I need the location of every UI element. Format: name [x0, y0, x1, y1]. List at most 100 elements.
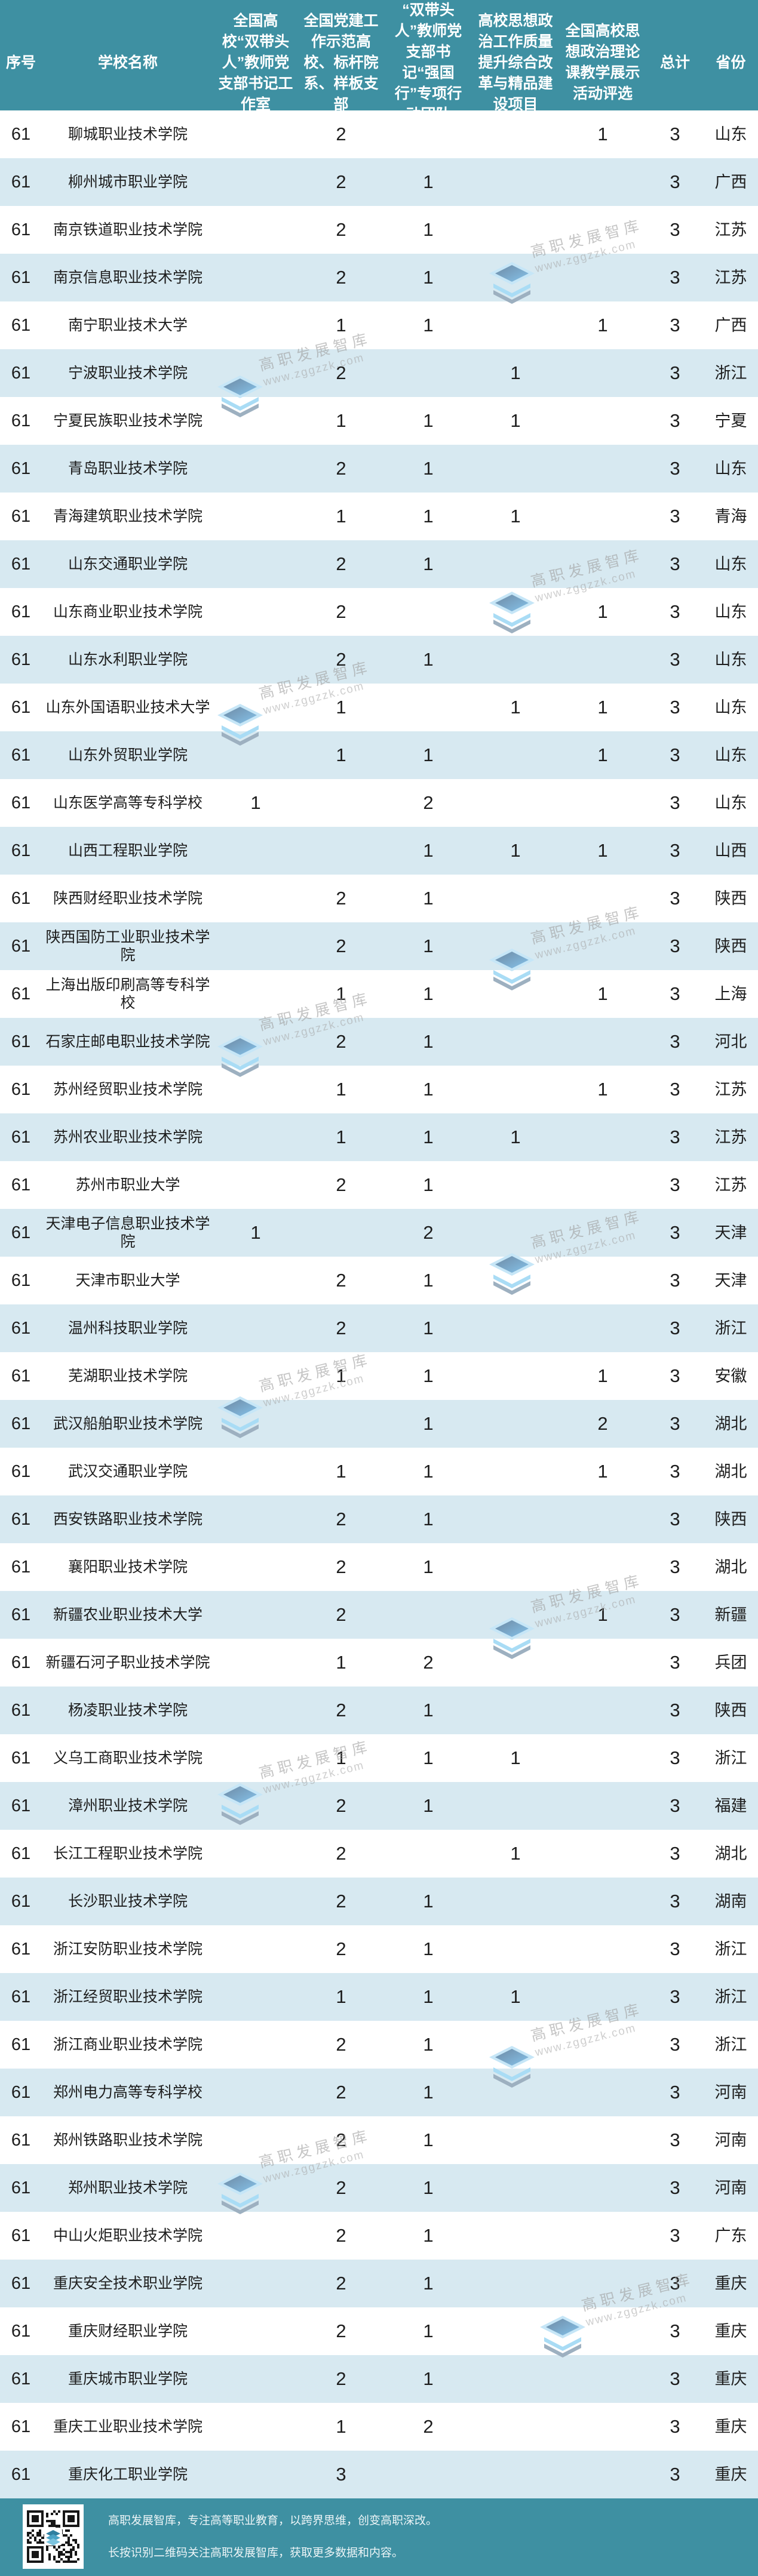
cell-party-demo: 2: [336, 362, 346, 384]
cell-name: 重庆城市职业学院: [67, 2371, 188, 2387]
cell-workstation: [214, 445, 297, 493]
cell-qiangguo-team: 1: [423, 1174, 434, 1196]
cell-qiangguo-team: [385, 2451, 472, 2498]
cell-sizheng-display: [559, 1543, 646, 1591]
cell-qiangguo-team: 1: [423, 888, 434, 909]
cell-qiangguo-team: 1: [423, 935, 434, 957]
cell-province: 兵团: [714, 1653, 747, 1672]
table-row: 61 青岛职业技术学院 2 1 3 山东: [0, 445, 758, 493]
cell-sizheng-display: [559, 1257, 646, 1304]
cell-workstation: [214, 2451, 297, 2498]
cell-seq: 61: [11, 2464, 31, 2484]
cell-total: 3: [670, 697, 680, 718]
cell-quality-project: [472, 1066, 559, 1113]
cell-province: 陕西: [714, 1510, 747, 1528]
cell-party-demo: 2: [336, 2129, 346, 2151]
cell-workstation: [214, 1257, 297, 1304]
cell-workstation: [214, 1543, 297, 1591]
cell-party-demo: 2: [336, 601, 346, 623]
cell-name: 天津市职业大学: [75, 1272, 180, 1289]
cell-workstation: [214, 1639, 297, 1686]
cell-workstation: [214, 1161, 297, 1209]
cell-party-demo: [297, 779, 385, 827]
cell-seq: 61: [11, 1461, 31, 1481]
cell-quality-project: [472, 1495, 559, 1543]
cell-name: 南京信息职业技术学院: [53, 269, 202, 286]
cell-party-demo: 1: [336, 2416, 346, 2437]
cell-seq: 61: [11, 458, 31, 478]
cell-workstation: [214, 875, 297, 922]
cell-quality-project: 1: [510, 1843, 521, 1864]
cell-party-demo: 1: [336, 697, 346, 718]
cell-qiangguo-team: 1: [423, 267, 434, 288]
cell-total: 3: [670, 1700, 680, 1721]
cell-province: 浙江: [714, 1749, 747, 1767]
cell-quality-project: [472, 2355, 559, 2403]
cell-workstation: [214, 2260, 297, 2307]
cell-total: 3: [670, 2177, 680, 2199]
cell-total: 3: [670, 840, 680, 861]
cell-workstation: [214, 1495, 297, 1543]
cell-seq: 61: [11, 1843, 31, 1863]
cell-seq: 61: [11, 745, 31, 765]
cell-seq: 61: [11, 124, 31, 144]
cell-province: 湖南: [714, 1892, 747, 1910]
cell-seq: 61: [11, 1032, 31, 1051]
cell-province: 广东: [714, 2226, 747, 2245]
cell-total: 3: [670, 2320, 680, 2342]
cell-sizheng-display: [559, 445, 646, 493]
table-row: 61 新疆石河子职业技术学院 1 2 3 兵团: [0, 1639, 758, 1686]
cell-qiangguo-team: 1: [423, 1461, 434, 1482]
cell-qiangguo-team: 1: [423, 1365, 434, 1387]
cell-seq: 61: [11, 1509, 31, 1529]
cell-qiangguo-team: 1: [423, 506, 434, 527]
cell-sizheng-display: [559, 493, 646, 540]
cell-qiangguo-team: 1: [423, 1795, 434, 1817]
cell-seq: 61: [11, 650, 31, 669]
cell-qiangguo-team: 1: [423, 2034, 434, 2055]
cell-qiangguo-team: 1: [423, 458, 434, 479]
cell-total: 3: [670, 1891, 680, 1912]
cell-seq: 61: [11, 841, 31, 860]
cell-party-demo: 2: [336, 2320, 346, 2342]
cell-qiangguo-team: 1: [423, 2177, 434, 2199]
cell-qiangguo-team: 1: [423, 410, 434, 432]
cell-workstation: [214, 1400, 297, 1448]
cell-province: 浙江: [714, 1987, 747, 2006]
cell-quality-project: [472, 1878, 559, 1925]
cell-total: 3: [670, 888, 680, 909]
cell-name: 郑州铁路职业技术学院: [53, 2132, 202, 2149]
cell-workstation: [214, 2164, 297, 2212]
cell-workstation: [214, 1113, 297, 1161]
cell-province: 山东: [714, 793, 747, 812]
cell-total: 3: [670, 1222, 680, 1244]
cell-qiangguo-team: [385, 684, 472, 731]
cell-workstation: [214, 158, 297, 206]
cell-total: 3: [670, 1509, 680, 1530]
cell-seq: 61: [11, 1605, 31, 1624]
cell-quality-project: [472, 158, 559, 206]
cell-total: 3: [670, 506, 680, 527]
cell-total: 3: [670, 983, 680, 1005]
cell-sizheng-display: [559, 254, 646, 301]
table-row: 61 苏州农业职业技术学院 1 1 1 3 江苏: [0, 1113, 758, 1161]
cell-province: 天津: [714, 1271, 747, 1289]
cell-name: 山东医学高等专科学校: [53, 795, 202, 811]
cell-party-demo: 1: [336, 1079, 346, 1100]
cell-sizheng-display: [559, 2212, 646, 2260]
cell-province: 江苏: [714, 1080, 747, 1098]
cell-quality-project: [472, 1686, 559, 1734]
cell-province: 山西: [714, 841, 747, 860]
cell-name: 新疆农业职业技术大学: [53, 1606, 202, 1623]
cell-total: 3: [670, 553, 680, 575]
cell-province: 青海: [714, 507, 747, 525]
cell-sizheng-display: 2: [597, 1413, 608, 1435]
column-header-label: 全国高校思想政治理论课教学展示活动评选: [565, 23, 640, 102]
cell-province: 陕西: [714, 889, 747, 907]
cell-quality-project: [472, 1161, 559, 1209]
cell-quality-project: [472, 1448, 559, 1495]
cell-total: 3: [670, 1747, 680, 1769]
cell-seq: 61: [11, 1939, 31, 1959]
cell-qiangguo-team: 1: [423, 649, 434, 670]
cell-qiangguo-team: 1: [423, 1270, 434, 1291]
